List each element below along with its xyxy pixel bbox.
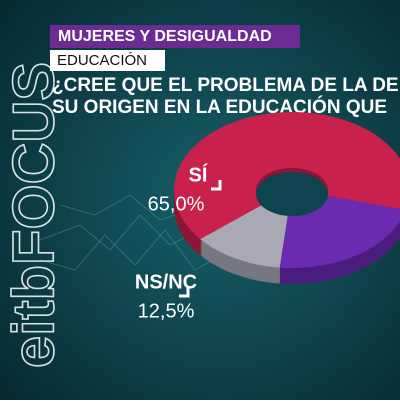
title-box [50,25,300,48]
question-line: ¿CREE QUE EL PROBLEMA DE LA DE [52,75,399,96]
category-label: SÍ [189,163,208,186]
value-label: 12,5% [138,300,195,322]
title: MUJERES Y DESIGUALDAD [58,28,272,45]
label-corner [179,287,190,298]
label-corner [211,180,222,191]
slice [200,203,289,268]
value-label: 65,0% [148,193,205,215]
slice [173,112,400,240]
hole [256,172,328,216]
subtitle: EDUCACIÓN [57,52,147,69]
category-label: NS/NC [135,271,197,293]
question-line: SU ORIGEN EN LA EDUCACIÓN QUE [52,96,387,118]
pie [173,112,400,284]
logo: eitbFOCUS [1,62,66,368]
subtitle-box [50,50,165,71]
slice [279,195,400,268]
